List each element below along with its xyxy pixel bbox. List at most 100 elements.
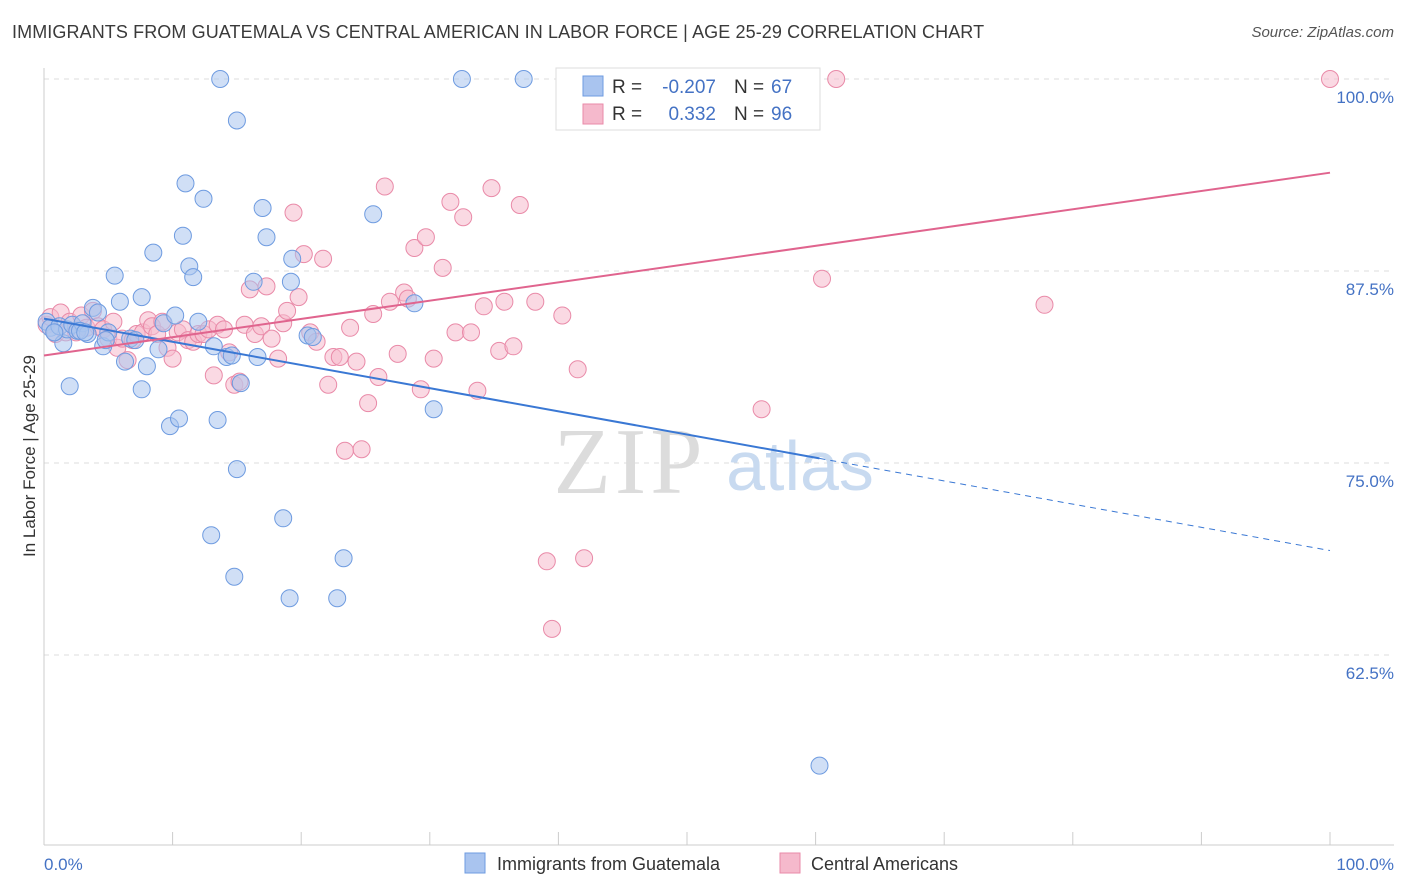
- data-point: [827, 70, 846, 88]
- data-point: [454, 208, 473, 227]
- y-tick-label: 62.5%: [1346, 664, 1394, 683]
- data-point: [208, 411, 227, 429]
- y-tick-label: 87.5%: [1346, 280, 1394, 299]
- data-point: [137, 357, 156, 376]
- data-point: [341, 318, 360, 337]
- data-point: [335, 441, 354, 460]
- data-point: [352, 440, 371, 459]
- data-point: [364, 205, 383, 224]
- x-tick-label-max: 100.0%: [1336, 855, 1394, 874]
- watermark-zip: ZIP: [554, 410, 707, 514]
- data-point: [173, 226, 192, 245]
- data-point: [810, 756, 829, 775]
- data-point: [274, 509, 293, 528]
- legend-r-value-pink: 0.332: [668, 104, 716, 125]
- data-point: [452, 70, 471, 88]
- data-point: [202, 526, 221, 545]
- data-point: [283, 249, 302, 268]
- data-point: [116, 352, 134, 371]
- legend-r-label-blue: R =: [612, 77, 642, 98]
- data-point: [60, 377, 79, 396]
- data-point: [330, 348, 349, 366]
- source-label: Source: ZipAtlas.com: [1251, 24, 1394, 41]
- data-point: [462, 323, 480, 342]
- data-point: [45, 323, 64, 342]
- data-point: [278, 301, 297, 320]
- data-point: [416, 228, 435, 247]
- data-point: [424, 400, 443, 419]
- gridlines: [44, 78, 1394, 656]
- series-legend-swatch-pink: [779, 852, 801, 874]
- legend-swatch-blue: [582, 75, 604, 97]
- trendlines: [43, 171, 1331, 552]
- data-point: [303, 328, 322, 346]
- data-point: [433, 258, 452, 277]
- data-point: [495, 292, 514, 311]
- data-point: [347, 352, 366, 371]
- data-point: [424, 349, 443, 368]
- data-point: [76, 323, 95, 342]
- data-point: [813, 269, 831, 288]
- data-point: [1321, 70, 1339, 88]
- data-point: [482, 179, 501, 198]
- data-point: [269, 349, 288, 368]
- data-point: [89, 303, 107, 322]
- data-point: [375, 177, 394, 196]
- series-legend-swatch-blue: [464, 852, 486, 874]
- trendline-guatemala: [43, 317, 820, 460]
- series-legend-label-blue: Immigrants from Guatemala: [497, 854, 721, 874]
- data-point: [132, 288, 151, 307]
- data-point: [328, 589, 347, 608]
- y-tick-label: 100.0%: [1336, 88, 1394, 107]
- data-point: [1035, 295, 1054, 314]
- legend-swatch-pink: [582, 103, 604, 125]
- data-point: [510, 196, 529, 214]
- data-point: [231, 374, 250, 393]
- data-point: [405, 239, 424, 257]
- series-guatemala: [37, 70, 829, 775]
- data-point: [166, 306, 185, 325]
- data-point: [96, 331, 115, 350]
- data-point: [359, 394, 378, 413]
- legend-n-label-pink: N =: [734, 104, 764, 125]
- data-point: [446, 323, 465, 342]
- data-point: [388, 344, 407, 363]
- correlation-legend-box: R = -0.207 N = 67 R = 0.332 N = 96: [555, 67, 821, 131]
- trendline-central-americans: [43, 171, 1331, 357]
- data-point: [253, 199, 272, 217]
- y-axis-label: In Labor Force | Age 25-29: [20, 355, 39, 557]
- legend-n-value-blue: 67: [771, 77, 792, 98]
- y-tick-label: 75.0%: [1346, 472, 1394, 491]
- data-point: [132, 380, 151, 399]
- data-point: [441, 192, 460, 211]
- watermark-atlas: atlas: [726, 427, 874, 505]
- legend-r-value-blue: -0.207: [662, 77, 716, 98]
- data-point: [211, 70, 230, 88]
- data-point: [227, 111, 246, 130]
- data-point: [543, 619, 561, 638]
- data-point: [537, 552, 556, 571]
- data-point: [144, 243, 163, 262]
- data-point: [189, 312, 208, 331]
- data-point: [319, 375, 338, 394]
- data-point: [411, 380, 430, 399]
- data-point: [110, 292, 129, 311]
- data-point: [225, 567, 244, 586]
- data-point: [149, 340, 168, 359]
- data-point: [284, 203, 303, 222]
- data-point: [568, 360, 587, 379]
- data-point: [176, 174, 195, 193]
- data-point: [474, 297, 493, 316]
- data-point: [257, 228, 276, 247]
- data-point: [752, 400, 771, 419]
- series-legend-label-pink: Central Americans: [811, 854, 958, 874]
- data-point: [244, 272, 263, 291]
- watermark: ZIP atlas: [554, 410, 874, 514]
- x-ticks: [172, 832, 1331, 845]
- data-point: [262, 329, 281, 348]
- data-point: [163, 349, 182, 368]
- x-tick-label-min: 0.0%: [44, 855, 83, 874]
- data-point: [526, 292, 545, 311]
- series-legend: Immigrants from Guatemala Central Americ…: [464, 852, 958, 874]
- data-point: [504, 337, 523, 356]
